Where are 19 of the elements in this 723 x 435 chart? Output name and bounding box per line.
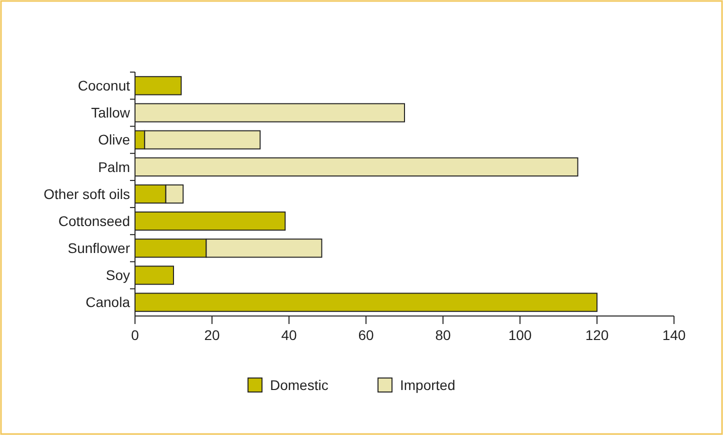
x-tick-label: 40 bbox=[281, 327, 297, 343]
x-tick-label: 120 bbox=[585, 327, 609, 343]
legend-label: Imported bbox=[400, 376, 456, 393]
x-tick-label: 140 bbox=[662, 327, 686, 343]
y-tick-label: Other soft oils bbox=[44, 186, 130, 202]
x-tick-label: 80 bbox=[435, 327, 451, 343]
y-tick-label: Palm bbox=[98, 158, 130, 175]
x-tick-label: 100 bbox=[508, 327, 532, 343]
y-tick-label: Canola bbox=[86, 294, 130, 310]
y-tick-label: Tallow bbox=[91, 104, 131, 121]
y-tick-label: Sunflower bbox=[68, 240, 130, 256]
legend-label: Domestic bbox=[270, 376, 328, 393]
y-tick-label: Cottonseed bbox=[58, 212, 130, 229]
x-tick-label: 0 bbox=[131, 327, 140, 343]
y-tick-label: Olive bbox=[98, 132, 130, 148]
y-tick-label: Soy bbox=[106, 267, 130, 284]
y-tick-label: Coconut bbox=[78, 78, 130, 94]
x-tick-label: 60 bbox=[358, 327, 374, 343]
x-tick-label: 20 bbox=[204, 327, 220, 343]
